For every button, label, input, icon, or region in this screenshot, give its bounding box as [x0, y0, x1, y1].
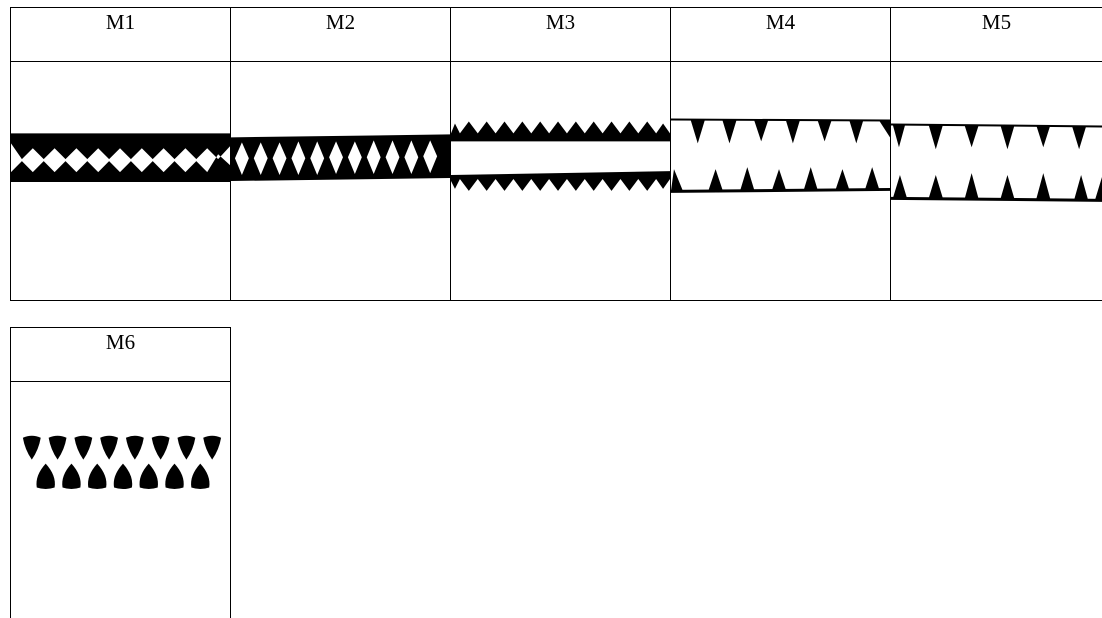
panel-m5: M5 [890, 7, 1102, 301]
spaced-triangle-rows-motif [891, 123, 1102, 202]
double-triangle-row-motif [451, 121, 670, 191]
panel-label: M4 [671, 8, 890, 62]
panel-label: M2 [231, 8, 450, 62]
rounded-teeth-motif [22, 435, 222, 490]
panel-m5-motif [891, 62, 1102, 300]
panel-m1: M1 [10, 7, 231, 301]
panel-m4-motif [671, 62, 890, 300]
panel-label: M3 [451, 8, 670, 62]
panel-m3: M3 [450, 7, 671, 301]
panel-m2-motif [231, 62, 450, 300]
panel-m6: M6 [10, 327, 231, 618]
panel-label: M1 [11, 8, 230, 62]
panel-m3-motif [451, 62, 670, 300]
panel-m6-motif [11, 382, 230, 618]
panel-m2: M2 [230, 7, 451, 301]
panel-label: M6 [11, 328, 230, 382]
panel-label: M5 [891, 8, 1102, 62]
panel-m4: M4 [670, 7, 891, 301]
panel-m1-motif [11, 62, 230, 300]
zigzag-band-motif [11, 133, 230, 182]
spaced-triangle-rows-motif [671, 118, 890, 193]
diamond-band-motif [231, 134, 450, 181]
